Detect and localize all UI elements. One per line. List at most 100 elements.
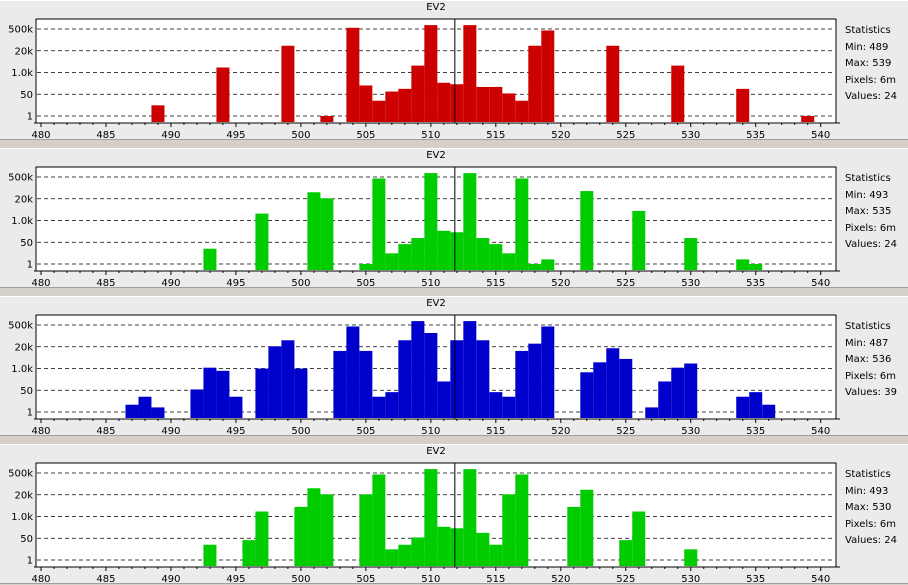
- y-tick-label: 50: [20, 386, 33, 397]
- stat-min: Min: 493: [845, 189, 889, 201]
- histogram-bar: [151, 105, 165, 122]
- x-tick-label: 480: [31, 574, 50, 585]
- histogram-bar: [437, 381, 451, 418]
- histogram-bar: [437, 230, 451, 270]
- y-tick-label: 1.0k: [11, 68, 33, 79]
- histogram-bar: [385, 253, 399, 270]
- x-tick-label: 505: [356, 574, 375, 585]
- histogram-panel-2: EV2 500k 20k 1.0k 50 1 480 485 490 495 500 505 510 51…: [0, 148, 908, 289]
- histogram-bar: [385, 392, 399, 418]
- y-tick-label: 500k: [8, 469, 33, 480]
- histogram-bar: [411, 238, 425, 270]
- histogram-bar: [684, 549, 698, 566]
- y-tick-label: 20k: [14, 46, 33, 57]
- histogram-bar: [281, 340, 295, 418]
- histogram-bar: [567, 506, 581, 566]
- x-tick-label: 505: [356, 130, 375, 141]
- x-tick-label: 540: [811, 426, 830, 437]
- x-tick-label: 495: [226, 574, 245, 585]
- y-tick-label: 50: [20, 534, 33, 545]
- histogram-bar: [411, 321, 425, 418]
- histogram-bar: [346, 27, 360, 122]
- histogram-bar: [463, 25, 477, 123]
- histogram-bar: [463, 321, 477, 418]
- histogram-bar: [489, 544, 503, 566]
- histogram-bar: [294, 506, 308, 566]
- histogram-bar: [619, 540, 633, 566]
- x-tick-label: 535: [746, 130, 765, 141]
- x-tick-label: 525: [616, 278, 635, 289]
- histogram-bar: [476, 340, 490, 418]
- histogram-bar: [424, 25, 438, 123]
- histogram-bar: [580, 489, 594, 566]
- histogram-bar: [424, 173, 438, 270]
- histogram-bar: [762, 404, 776, 418]
- histogram-bar: [372, 100, 386, 122]
- histogram-plot: 500k 20k 1.0k 50 1 480 485 490 495 500 505 510 515 52…: [8, 314, 840, 437]
- histogram-bar: [411, 65, 425, 122]
- stat-max: Max: 536: [845, 354, 892, 365]
- histogram-bar: [255, 213, 269, 270]
- histogram-bar: [528, 264, 542, 270]
- x-tick-label: 510: [421, 278, 440, 289]
- histogram-bar: [372, 178, 386, 270]
- histogram-bar: [463, 173, 477, 270]
- histogram-bar: [255, 368, 269, 418]
- histogram-bar: [359, 350, 373, 418]
- histogram-bar: [502, 93, 516, 122]
- y-tick-label: 1: [27, 112, 33, 123]
- histogram-bar: [502, 494, 516, 566]
- x-tick-label: 490: [161, 426, 180, 437]
- histogram-bar: [645, 407, 659, 418]
- histogram-bar: [398, 244, 412, 270]
- stat-max: Max: 530: [845, 502, 892, 513]
- stat-pixels: Pixels: 6m: [845, 518, 896, 530]
- x-tick-label: 500: [291, 426, 310, 437]
- y-tick-label: 500k: [8, 25, 33, 36]
- x-tick-label: 530: [681, 130, 700, 141]
- histogram-bar: [281, 45, 295, 122]
- x-tick-label: 485: [96, 426, 115, 437]
- stat-pixels: Pixels: 6m: [845, 370, 896, 382]
- x-tick-label: 500: [291, 278, 310, 289]
- histogram-bar: [346, 326, 360, 418]
- histogram-bar: [320, 116, 334, 122]
- histogram-bar: [580, 191, 594, 270]
- histogram-bar: [320, 494, 334, 566]
- histogram-bar: [541, 30, 555, 123]
- stat-heading: Statistics: [845, 321, 891, 332]
- x-tick-label: 485: [96, 278, 115, 289]
- histogram-bar: [580, 372, 594, 418]
- histogram-bar: [476, 532, 490, 566]
- histogram-bar: [437, 526, 451, 566]
- histogram-bar: [190, 389, 204, 418]
- histogram-bar: [424, 469, 438, 566]
- histogram-bar: [398, 88, 412, 122]
- x-tick-label: 535: [746, 278, 765, 289]
- x-tick-label: 515: [486, 278, 505, 289]
- histogram-bar: [437, 82, 451, 122]
- histogram-bar: [606, 348, 620, 418]
- x-tick-label: 520: [551, 574, 570, 585]
- histogram-bar: [489, 86, 503, 122]
- stat-heading: Statistics: [845, 25, 891, 36]
- histogram-bar: [749, 392, 763, 418]
- histogram-bar: [476, 86, 490, 122]
- x-tick-label: 505: [356, 278, 375, 289]
- histogram-bar: [801, 116, 815, 122]
- x-tick-label: 520: [551, 278, 570, 289]
- stat-min: Min: 493: [845, 485, 889, 497]
- statistics-panel: Statistics Min: 493 Max: 535 Pixels: 6m Valu…: [845, 171, 897, 254]
- histogram-bar: [515, 100, 529, 122]
- y-tick-label: 20k: [14, 490, 33, 501]
- chart-title: EV2: [426, 2, 446, 13]
- histogram-bar: [372, 396, 386, 418]
- histogram-bar: [671, 367, 685, 418]
- x-tick-label: 535: [746, 426, 765, 437]
- histogram-bar: [528, 45, 542, 122]
- histogram-bar: [424, 332, 438, 418]
- x-tick-label: 515: [486, 130, 505, 141]
- stat-values: Values: 24: [845, 91, 897, 102]
- histogram-bar: [359, 85, 373, 122]
